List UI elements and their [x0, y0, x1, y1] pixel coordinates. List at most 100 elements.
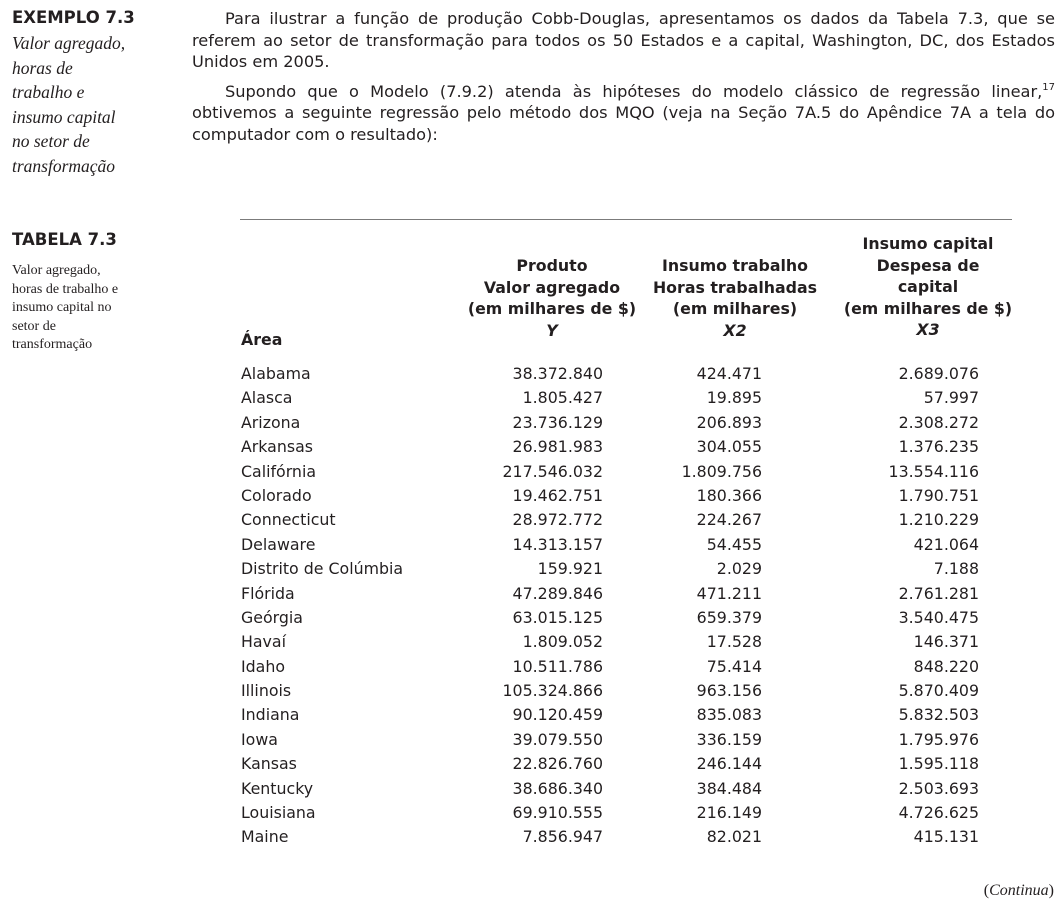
- cell-area: Geórgia: [241, 607, 303, 627]
- cell-x3: 7.188: [933, 559, 979, 579]
- cell-x3: 2.308.272: [898, 412, 979, 432]
- header-symbol: X2: [723, 320, 747, 340]
- header-area: Área: [241, 330, 283, 349]
- cell-area: Idaho: [241, 656, 286, 676]
- cell-area: Illinois: [241, 681, 292, 701]
- cell-area: Iowa: [241, 729, 278, 749]
- table-row: Connecticut 28.972.772 224.267 1.210.229: [0, 510, 1057, 534]
- cell-x3: 1.790.751: [898, 485, 979, 505]
- cell-x2: 304.055: [696, 437, 762, 457]
- cell-y: 7.856.947: [522, 827, 603, 847]
- cell-y: 38.686.340: [512, 778, 603, 798]
- cell-x3: 5.832.503: [898, 705, 979, 725]
- table-body: Alabama 38.372.840 424.471 2.689.076 Alasca 1…: [0, 364, 1057, 852]
- table-row: Arkansas 26.981.983 304.055 1.376.235: [0, 437, 1057, 461]
- cell-y: 1.805.427: [522, 388, 603, 408]
- caption-line: no setor de: [12, 131, 90, 151]
- caption-line: transformação: [12, 337, 93, 352]
- sidebar: EXEMPLO 7.3 Valor agregado, horas de tra…: [12, 8, 182, 352]
- header-x2: Insumo trabalho Horas trabalhadas (em mi…: [640, 255, 830, 341]
- table-row: Distrito de Colúmbia 159.921 2.029 7.188: [0, 559, 1057, 583]
- continued-note: (Continua): [983, 882, 1054, 899]
- cell-x2: 424.471: [696, 364, 762, 383]
- table-row: Alabama 38.372.840 424.471 2.689.076: [0, 364, 1057, 388]
- table-row: Geórgia 63.015.125 659.379 3.540.475: [0, 608, 1057, 632]
- cell-x2: 180.366: [696, 485, 762, 505]
- example-caption: Valor agregado, horas de trabalho e insu…: [12, 31, 182, 178]
- cell-y: 14.313.157: [512, 534, 603, 554]
- header-line: (em milhares de $): [467, 299, 637, 318]
- caption-line: horas de trabalho e: [12, 281, 119, 297]
- cell-x3: 421.064: [913, 534, 979, 554]
- cell-area: Califórnia: [241, 461, 317, 481]
- cell-y: 19.462.751: [512, 485, 603, 505]
- cell-x3: 1.210.229: [898, 510, 979, 530]
- table-row: Havaí 1.809.052 17.528 146.371: [0, 632, 1057, 656]
- cell-area: Arizona: [241, 412, 301, 432]
- header-line: Insumo capital: [862, 234, 994, 253]
- table-row: Delaware 14.313.157 54.455 421.064: [0, 535, 1057, 559]
- cell-y: 10.511.786: [512, 656, 603, 676]
- cell-y: 26.981.983: [512, 437, 603, 457]
- cell-x2: 17.528: [706, 632, 762, 652]
- table-row: Kentucky 38.686.340 384.484 2.503.693: [0, 779, 1057, 803]
- caption-line: insumo capital no: [12, 300, 112, 315]
- table-row: Kansas 22.826.760 246.144 1.595.118: [0, 754, 1057, 778]
- cell-x2: 1.809.756: [681, 461, 762, 481]
- cell-y: 47.289.846: [512, 583, 603, 603]
- cell-area: Louisiana: [241, 803, 316, 823]
- header-line: (em milhares): [672, 299, 798, 318]
- header-x3: Insumo capital Despesa de capital (em mi…: [828, 233, 1028, 341]
- cell-area: Alabama: [241, 364, 311, 383]
- cell-x2: 963.156: [696, 681, 762, 701]
- caption-line: insumo capital: [12, 106, 116, 127]
- cell-x3: 3.540.475: [898, 607, 979, 627]
- cell-x2: 54.455: [706, 534, 762, 554]
- header-line: Insumo trabalho: [661, 256, 809, 275]
- cell-y: 69.910.555: [512, 803, 603, 823]
- cell-area: Delaware: [241, 534, 316, 554]
- cell-y: 38.372.840: [512, 364, 603, 383]
- header-line: Produto: [516, 256, 588, 275]
- header-line: Horas trabalhadas: [652, 277, 818, 297]
- paragraph-2: Supondo que o Modelo (7.9.2) atenda às h…: [192, 81, 1055, 146]
- table-row: Louisiana 69.910.555 216.149 4.726.625: [0, 803, 1057, 827]
- header-y: Produto Valor agregado (em milhares de $…: [452, 255, 652, 341]
- cell-x3: 1.795.976: [898, 729, 979, 749]
- cell-x2: 19.895: [706, 388, 762, 408]
- cell-x3: 5.870.409: [898, 681, 979, 701]
- table-row: Arizona 23.736.129 206.893 2.308.272: [0, 413, 1057, 437]
- cell-x2: 835.083: [696, 705, 762, 725]
- table-row: Alasca 1.805.427 19.895 57.997: [0, 388, 1057, 412]
- cell-y: 22.826.760: [512, 754, 603, 774]
- cell-y: 90.120.459: [512, 705, 603, 725]
- paragraph-2-part-a: Supondo que o Modelo (7.9.2) atenda às h…: [225, 81, 1043, 101]
- cell-area: Distrito de Colúmbia: [241, 559, 404, 579]
- table-heading: TABELA 7.3: [12, 230, 117, 249]
- cell-x2: 384.484: [696, 778, 762, 798]
- cell-x2: 246.144: [696, 754, 762, 774]
- cell-x3: 2.503.693: [898, 778, 979, 798]
- header-line: Despesa de: [876, 255, 980, 275]
- continued-label: Continua: [989, 882, 1049, 899]
- cell-area: Havaí: [241, 632, 286, 652]
- cell-x2: 216.149: [696, 803, 762, 823]
- table-row: Idaho 10.511.786 75.414 848.220: [0, 657, 1057, 681]
- caption-line: Valor agregado,: [12, 33, 126, 53]
- example-heading: EXEMPLO 7.3: [12, 8, 135, 27]
- cell-area: Alasca: [241, 388, 293, 408]
- caption-line: transformação: [12, 155, 116, 176]
- cell-x3: 1.376.235: [898, 437, 979, 457]
- paragraph-2-part-b: obtivemos a seguinte regressão pelo méto…: [192, 103, 1055, 144]
- cell-x2: 471.211: [696, 583, 762, 603]
- cell-area: Colorado: [241, 485, 312, 505]
- footnote-ref[interactable]: 17: [1042, 81, 1055, 93]
- cell-y: 28.972.772: [512, 510, 603, 530]
- cell-x3: 2.689.076: [898, 364, 979, 383]
- cell-area: Connecticut: [241, 510, 336, 530]
- table-top-rule: [240, 219, 1012, 220]
- header-line: Valor agregado: [483, 277, 621, 297]
- paragraph-1: Para ilustrar a função de produção Cobb-…: [192, 9, 1055, 71]
- cell-x3: 146.371: [913, 632, 979, 652]
- cell-x3: 57.997: [923, 388, 979, 408]
